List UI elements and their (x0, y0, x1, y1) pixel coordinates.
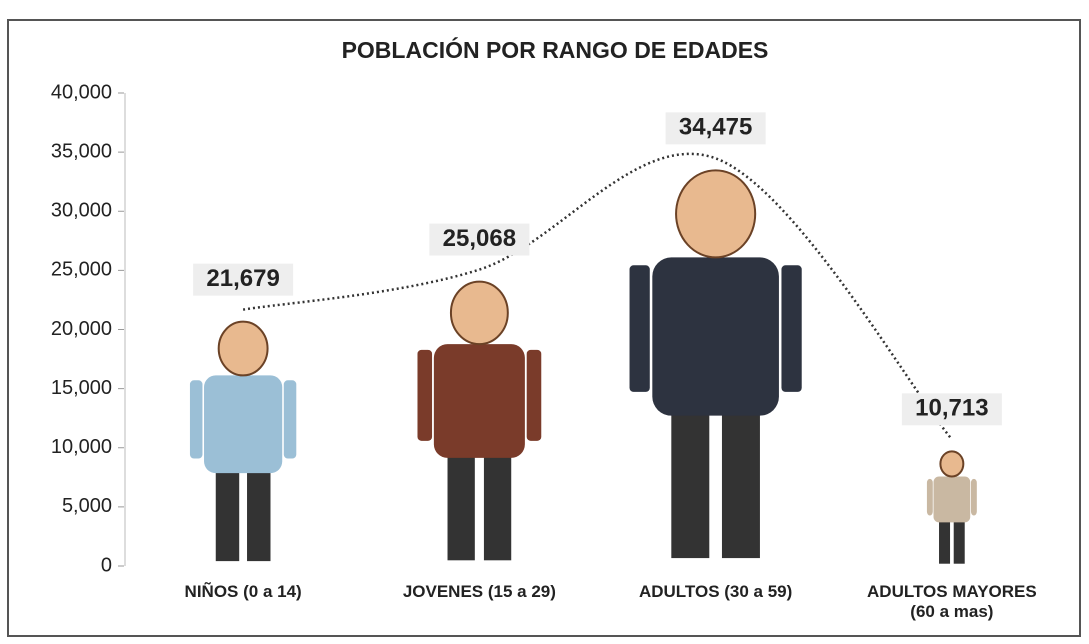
value-label-bg (665, 112, 766, 145)
value-label-bg (193, 263, 294, 296)
person-figure (629, 169, 802, 559)
head (217, 320, 269, 377)
person-figure (189, 320, 297, 562)
y-tick-label: 30,000 (51, 200, 112, 222)
arm (970, 478, 977, 516)
torso (204, 375, 283, 474)
y-tick-label: 0 (101, 554, 112, 576)
y-tick-label: 10,000 (51, 436, 112, 458)
head (675, 169, 757, 259)
y-tick-label: 5,000 (62, 495, 112, 517)
arm (926, 478, 933, 516)
legs (721, 399, 760, 559)
legs (671, 399, 710, 559)
y-tick-label: 35,000 (51, 140, 112, 162)
arm (283, 380, 297, 459)
x-tick-label: NIÑOS (0 a 14) (185, 581, 302, 601)
y-tick-label: 15,000 (51, 377, 112, 399)
legs (447, 446, 475, 561)
chart-title: POBLACIÓN POR RANGO DE EDADES (342, 36, 769, 63)
legs (215, 463, 240, 562)
head (939, 450, 965, 478)
legs (939, 517, 951, 564)
torso (933, 476, 971, 523)
legs (483, 446, 512, 561)
y-tick-label: 20,000 (51, 318, 112, 340)
y-tick-label: 25,000 (51, 259, 112, 281)
person-figure (417, 280, 542, 561)
person-figure (926, 450, 977, 564)
y-tick-label: 40,000 (51, 81, 112, 103)
x-tick-label: ADULTOS MAYORES (60 a mas) (867, 582, 1037, 621)
x-tick-label: JOVENES (15 a 29) (403, 582, 556, 601)
head (449, 280, 509, 346)
torso (433, 344, 525, 458)
trend-line (242, 152, 953, 441)
arm (417, 349, 433, 441)
value-label: 34,475 (679, 114, 752, 141)
value-label-bg (429, 223, 530, 256)
arm (189, 380, 203, 459)
legs (247, 463, 271, 562)
arm (629, 265, 650, 392)
legs (953, 517, 965, 564)
value-label: 21,679 (206, 265, 279, 292)
value-label: 10,713 (915, 395, 988, 422)
chart-frame (7, 19, 1081, 637)
torso (652, 257, 779, 416)
x-tick-label: ADULTOS (30 a 59) (639, 582, 792, 601)
value-label: 25,068 (443, 225, 516, 252)
arm (526, 349, 542, 441)
arm (781, 265, 802, 392)
value-label-bg (901, 393, 1002, 426)
